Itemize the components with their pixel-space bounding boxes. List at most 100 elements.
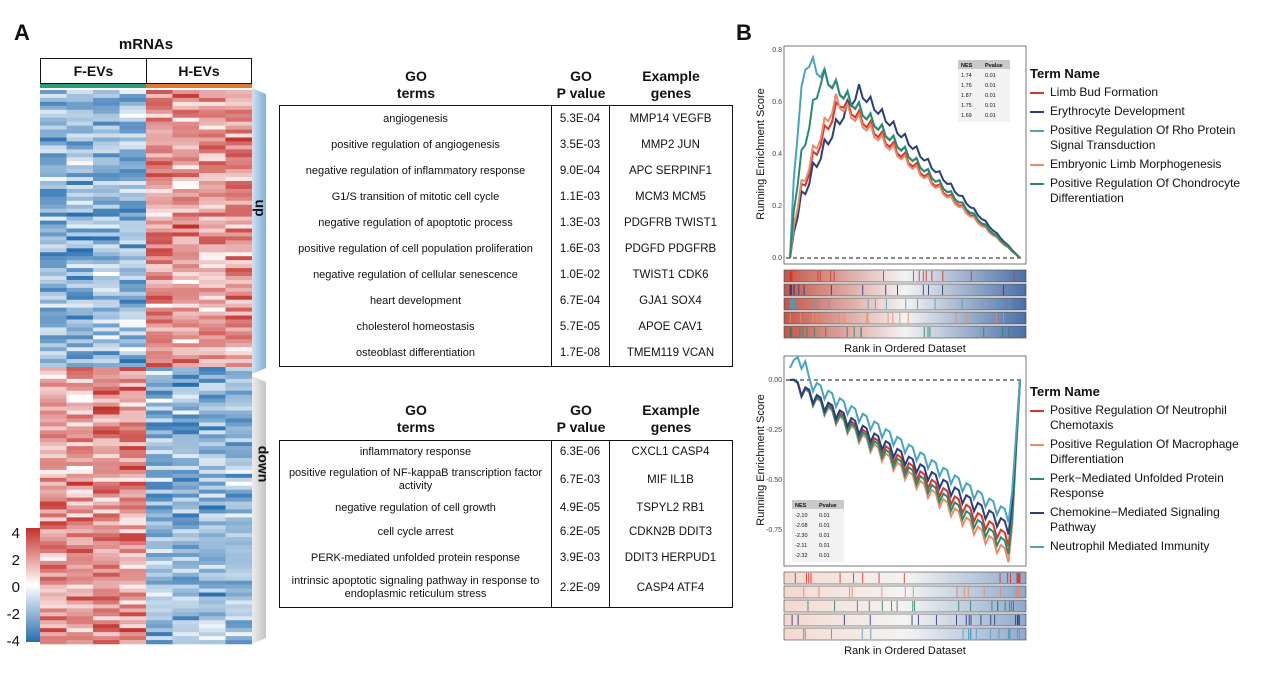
heatmap-cell [225, 406, 252, 411]
heatmap-cell [146, 378, 173, 384]
heatmap-cell [172, 485, 200, 490]
heatmap-cell [199, 323, 226, 328]
heatmap-cell [199, 521, 226, 526]
heatmap-cell [119, 378, 147, 384]
heatmap-cell [119, 549, 147, 554]
heatmap-cell [40, 125, 67, 130]
heatmap-cell [146, 525, 173, 530]
heatmap-cell [146, 533, 173, 538]
heatmap-cell [146, 552, 173, 558]
heatmap-cell [66, 640, 94, 645]
heatmap-cell [146, 153, 173, 158]
go-term-cell: negative regulation of cell growth [335, 501, 496, 514]
heatmap-cell [119, 624, 147, 629]
heatmap-cell [199, 406, 226, 411]
heatmap-cell [172, 268, 200, 273]
heatmap-cell [225, 327, 252, 332]
heatmap-cell [66, 311, 94, 316]
heatmap-cell [66, 418, 94, 423]
heatmap-cell [40, 378, 67, 384]
heatmap-cell [66, 319, 94, 324]
heatmap-cell [172, 572, 200, 578]
heatmap-cell [225, 272, 252, 277]
heatmap-cell [199, 426, 226, 431]
heatmap-cell [40, 184, 67, 190]
heatmap-cell [66, 133, 94, 138]
p-value-cell: 4.9E-05 [559, 502, 601, 514]
down-header-genes: Example genes [642, 402, 700, 435]
go-table-row: osteoblast differentiation 1.7E-08 TMEM119… [280, 340, 732, 366]
heatmap-cell [172, 458, 200, 463]
heatmap-cell [172, 101, 200, 107]
p-value-cell: 1.3E-03 [559, 217, 601, 229]
heatmap-cell [172, 355, 200, 360]
heatmap-cell [146, 446, 173, 451]
legend-up-title: Term Name [1030, 66, 1100, 81]
heatmap-cell [199, 568, 226, 574]
heatmap-cell [199, 287, 226, 293]
heatmap-cell [172, 240, 200, 245]
heatmap-cell [119, 240, 147, 245]
heatmap-cell [225, 628, 252, 633]
heatmap-cell [93, 275, 120, 281]
heatmap-cell [199, 109, 226, 115]
heatmap-cell [172, 422, 200, 427]
heatmap-cell [146, 422, 173, 427]
heatmap-cell [146, 93, 173, 99]
heatmap-cell [172, 481, 200, 487]
heatmap-cell [66, 204, 94, 210]
legend-swatch [1030, 512, 1044, 514]
heatmap-cell [172, 200, 200, 206]
heatmap-cell [66, 299, 94, 304]
heatmap-cell [119, 580, 147, 585]
gsea-plot-down: Running Enrichment Score 0.00 -0.25 -0.50 -0… [755, 355, 1027, 657]
heatmap-cell [146, 592, 173, 597]
heatmap-cell [40, 153, 67, 158]
heatmap-cell [146, 374, 173, 380]
down-header-pvalue: GO P value [556, 402, 606, 435]
heatmap-cell [93, 465, 120, 471]
go-table-row: inflammatory response 6.3E-06 CXCL1 CASP4 [280, 441, 732, 463]
heatmap-cell [66, 355, 94, 360]
heatmap-cell [172, 260, 200, 265]
heatmap-cell [119, 390, 147, 395]
heatmap-cell [40, 240, 67, 245]
heatmap-cell [93, 367, 120, 372]
heatmap-cell [199, 93, 226, 99]
heatmap-cell [93, 236, 120, 241]
nes-table-bg [792, 500, 844, 562]
heatmap-cell [146, 624, 173, 629]
p-value-cell: 6.7E-03 [559, 474, 601, 486]
heatmap-group-header: F-EVs H-EVs [40, 58, 252, 84]
heatmap-cell [40, 552, 67, 558]
heatmap-cell [66, 458, 94, 463]
heatmap-cell [199, 177, 226, 182]
heatmap-cell [66, 477, 94, 483]
heatmap-cell [119, 268, 147, 273]
legend-label: Chemokine−Mediated Signaling Pathway [1050, 505, 1220, 534]
heatmap-cell [93, 616, 120, 621]
heatmap-cell [146, 584, 173, 589]
heatmap-cell [93, 343, 120, 348]
heatmap-cell [146, 307, 173, 312]
legend-label: Limb Bud Formation [1050, 85, 1159, 99]
heatmap-cell [146, 287, 173, 293]
heatmap-cell [93, 327, 120, 332]
bracket-shapes [252, 88, 266, 644]
heatmap-cell [172, 461, 200, 467]
heatmap-cell [225, 196, 252, 202]
heatmap-cell [66, 109, 94, 115]
heatmap-cell [93, 141, 120, 146]
go-table-row: positive regulation of angiogenesis 3.5E-… [280, 132, 732, 158]
heatmap-cell [66, 121, 94, 126]
heatmap-cell [225, 173, 252, 178]
heatmap-cell [199, 493, 226, 498]
gene-rank-strip [783, 269, 1027, 283]
heatmap-cell [199, 121, 226, 126]
heatmap-cell [146, 418, 173, 423]
heatmap-cell [119, 307, 147, 312]
heatmap-cell [225, 473, 252, 479]
heatmap-cell [93, 418, 120, 423]
heatmap-cell [225, 624, 252, 629]
heatmap-cell [146, 200, 173, 206]
